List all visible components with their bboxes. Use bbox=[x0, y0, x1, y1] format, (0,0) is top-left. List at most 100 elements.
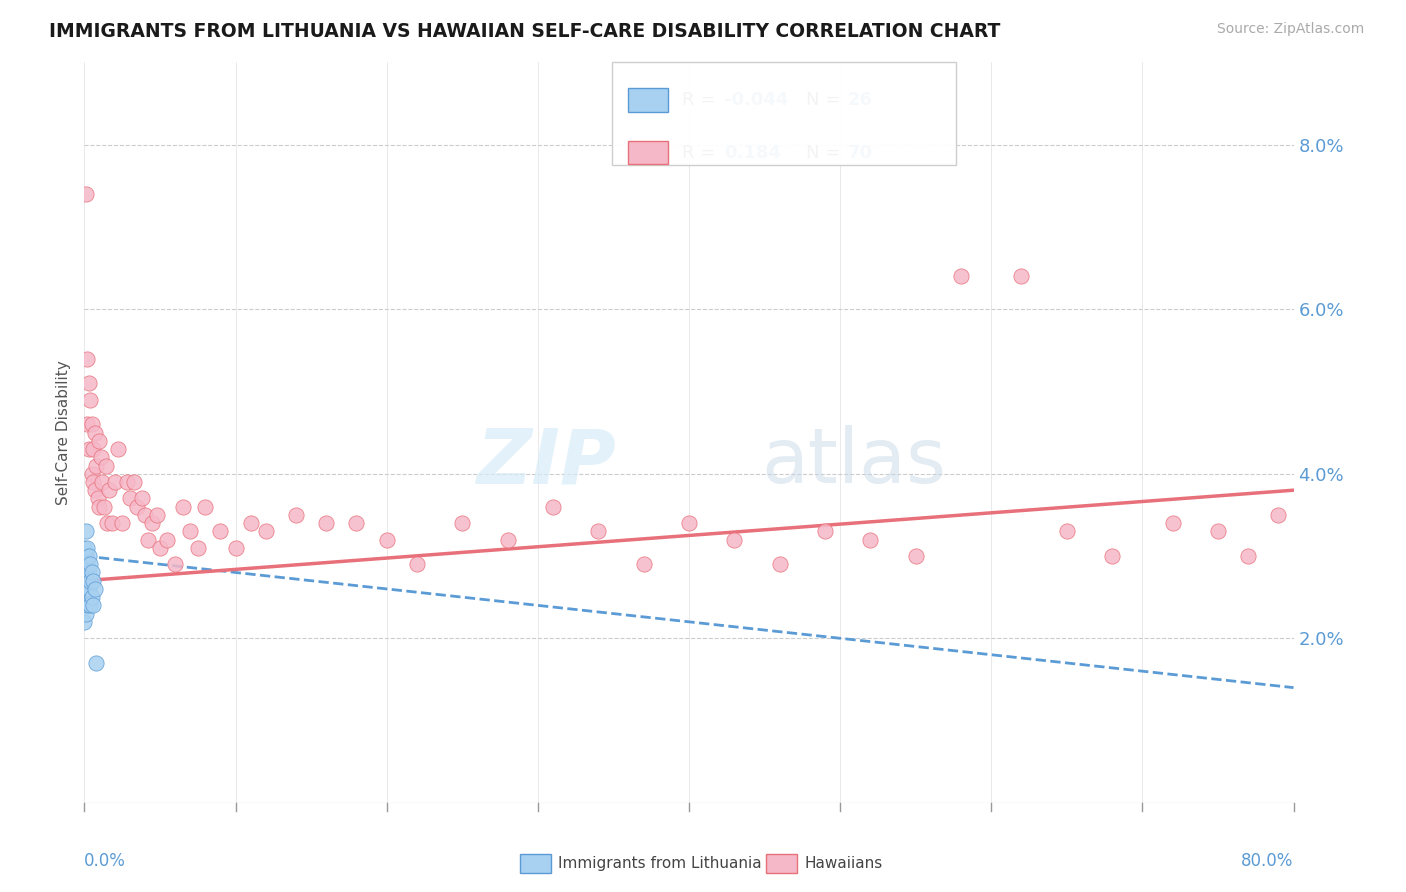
Point bbox=[194, 500, 217, 514]
Point bbox=[111, 516, 134, 530]
Point bbox=[73, 615, 96, 629]
Point bbox=[82, 599, 104, 613]
Point bbox=[96, 516, 118, 530]
Point bbox=[79, 574, 101, 588]
Point bbox=[80, 467, 103, 481]
Point bbox=[156, 533, 179, 547]
Point bbox=[496, 533, 519, 547]
Point bbox=[86, 656, 108, 670]
Point bbox=[79, 558, 101, 572]
Point bbox=[75, 549, 97, 563]
Point bbox=[406, 558, 429, 572]
Point bbox=[77, 549, 100, 563]
Point bbox=[76, 417, 98, 432]
Point bbox=[75, 582, 97, 596]
Point bbox=[375, 533, 398, 547]
Point bbox=[1267, 508, 1289, 522]
Point bbox=[75, 566, 97, 580]
Text: ZIP: ZIP bbox=[477, 425, 616, 500]
Text: R =: R = bbox=[682, 144, 721, 161]
Point bbox=[165, 558, 187, 572]
Point bbox=[90, 450, 112, 465]
Point bbox=[84, 483, 107, 498]
Point bbox=[80, 417, 103, 432]
Point bbox=[179, 524, 201, 539]
Point bbox=[115, 475, 138, 489]
Point bbox=[1011, 269, 1033, 284]
Text: atlas: atlas bbox=[762, 425, 946, 500]
Point bbox=[633, 558, 655, 572]
Point bbox=[77, 442, 100, 456]
Point bbox=[89, 500, 111, 514]
Point bbox=[141, 516, 163, 530]
Point bbox=[146, 508, 169, 522]
Point bbox=[107, 442, 129, 456]
Y-axis label: Self-Care Disability: Self-Care Disability bbox=[56, 360, 72, 505]
Point bbox=[859, 533, 882, 547]
Text: 26: 26 bbox=[848, 91, 873, 109]
Point bbox=[84, 582, 107, 596]
Point bbox=[84, 425, 107, 440]
Point bbox=[285, 508, 308, 522]
Point bbox=[122, 475, 145, 489]
Point bbox=[97, 483, 120, 498]
Point bbox=[346, 516, 368, 530]
Point bbox=[75, 187, 97, 202]
Point bbox=[118, 491, 141, 506]
Text: Source: ZipAtlas.com: Source: ZipAtlas.com bbox=[1216, 22, 1364, 37]
Text: 0.0%: 0.0% bbox=[84, 852, 127, 871]
Point bbox=[80, 590, 103, 604]
Point bbox=[82, 574, 104, 588]
Point bbox=[77, 566, 100, 580]
Point bbox=[239, 516, 262, 530]
Point bbox=[136, 533, 159, 547]
Point bbox=[134, 508, 156, 522]
Point bbox=[172, 500, 194, 514]
Text: R =: R = bbox=[682, 91, 721, 109]
Point bbox=[76, 558, 98, 572]
Text: -0.044: -0.044 bbox=[724, 91, 789, 109]
Point bbox=[541, 500, 564, 514]
Point bbox=[80, 566, 103, 580]
Point bbox=[131, 491, 153, 506]
Point bbox=[86, 458, 108, 473]
Text: 70: 70 bbox=[848, 144, 873, 161]
Text: Hawaiians: Hawaiians bbox=[804, 856, 883, 871]
Point bbox=[75, 524, 97, 539]
Point bbox=[82, 475, 104, 489]
Point bbox=[225, 541, 247, 555]
Point bbox=[769, 558, 792, 572]
Point bbox=[73, 566, 96, 580]
Point bbox=[100, 516, 122, 530]
Point bbox=[814, 524, 837, 539]
Text: N =: N = bbox=[806, 91, 845, 109]
Point bbox=[94, 458, 117, 473]
Text: N =: N = bbox=[806, 144, 845, 161]
Point bbox=[79, 599, 101, 613]
Text: IMMIGRANTS FROM LITHUANIA VS HAWAIIAN SELF-CARE DISABILITY CORRELATION CHART: IMMIGRANTS FROM LITHUANIA VS HAWAIIAN SE… bbox=[49, 22, 1001, 41]
Point bbox=[1237, 549, 1260, 563]
Point bbox=[588, 524, 610, 539]
Point bbox=[1101, 549, 1123, 563]
Point bbox=[950, 269, 973, 284]
Point bbox=[149, 541, 172, 555]
Point bbox=[76, 574, 98, 588]
Text: 0.184: 0.184 bbox=[724, 144, 782, 161]
Text: Immigrants from Lithuania: Immigrants from Lithuania bbox=[558, 856, 762, 871]
Point bbox=[1161, 516, 1184, 530]
Point bbox=[904, 549, 927, 563]
Point bbox=[1056, 524, 1078, 539]
Point bbox=[76, 351, 98, 366]
Point bbox=[104, 475, 127, 489]
Point bbox=[187, 541, 209, 555]
Point bbox=[76, 541, 98, 555]
Point bbox=[77, 582, 100, 596]
Point bbox=[79, 392, 101, 407]
Point bbox=[76, 599, 98, 613]
Point bbox=[678, 516, 700, 530]
Point bbox=[73, 590, 96, 604]
Point bbox=[77, 376, 100, 391]
Point bbox=[73, 541, 96, 555]
Point bbox=[315, 516, 337, 530]
Point bbox=[82, 442, 104, 456]
